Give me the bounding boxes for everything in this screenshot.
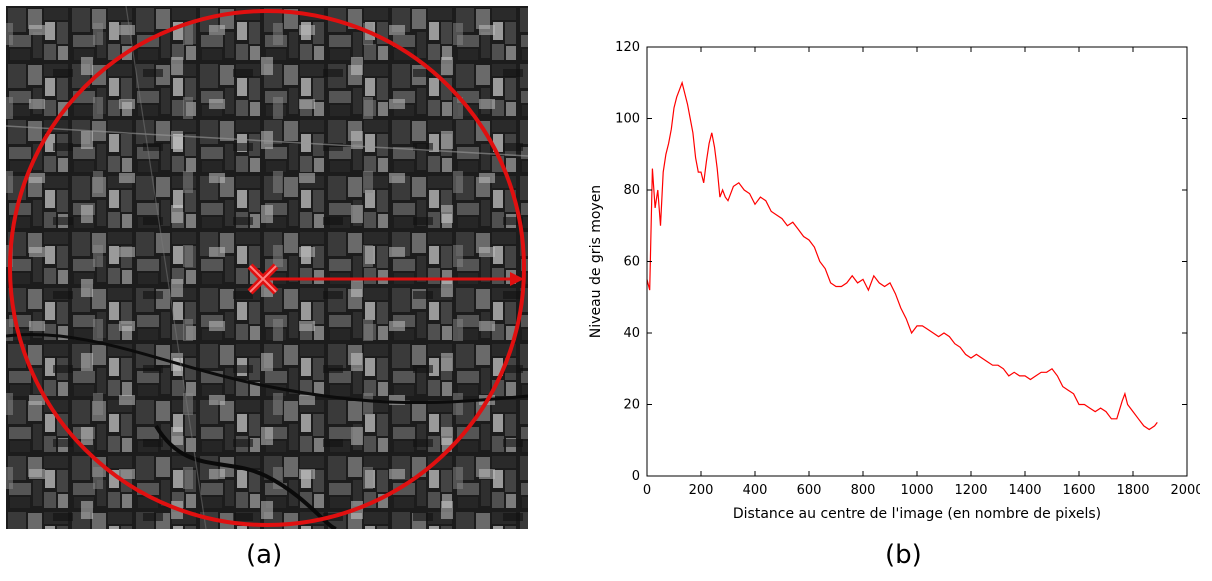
line-chart: 0 200 400 600 800 1000 1200 1400 1600 1800 2000 0 20… (588, 40, 1204, 522)
aerial-image (5, 5, 529, 531)
x-tick-label: 1800 (1116, 483, 1149, 498)
x-tick-label: 1000 (900, 483, 933, 498)
center-cross-icon (247, 263, 279, 295)
y-tick-label: 0 (632, 469, 640, 484)
aerial-image-panel (5, 5, 529, 531)
series-line (646, 80, 1158, 431)
caption-a: (a) (246, 540, 283, 570)
y-tick-label: 60 (623, 255, 640, 270)
analysis-circle (8, 9, 526, 527)
x-tick-label: 0 (643, 483, 651, 498)
x-tick-label: 200 (689, 483, 714, 498)
y-tick-label: 120 (615, 40, 640, 55)
arrow-head-icon (510, 272, 524, 286)
x-tick-label: 2000 (1170, 483, 1200, 498)
y-tick-label: 40 (623, 326, 640, 341)
y-tick-label: 100 (615, 112, 640, 127)
x-tick-label: 1200 (954, 483, 987, 498)
x-tick-label: 600 (797, 483, 822, 498)
x-tick-label: 1400 (1008, 483, 1041, 498)
y-tick-label: 20 (623, 398, 640, 413)
x-tick-label: 1600 (1062, 483, 1095, 498)
x-tick-label: 400 (743, 483, 768, 498)
chart-panel: 0 200 400 600 800 1000 1200 1400 1600 1800 2000 0 20… (580, 30, 1204, 540)
x-tick-label: 800 (851, 483, 876, 498)
y-tick-label: 80 (623, 183, 640, 198)
x-axis-label: Distance au centre de l'image (en nombre… (733, 506, 1101, 522)
y-axis-label: Niveau de gris moyen (588, 185, 604, 338)
caption-b: (b) (885, 540, 922, 570)
